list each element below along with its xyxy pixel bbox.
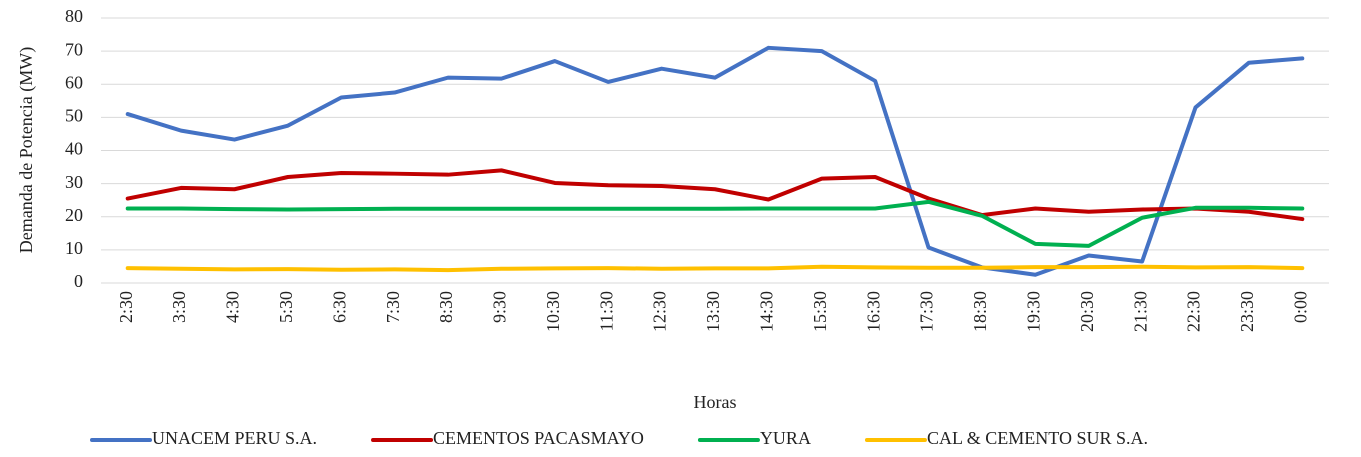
- x-tick-label: 15:30: [810, 291, 830, 332]
- legend-label: UNACEM PERU S.A.: [152, 428, 317, 448]
- series-line: [125, 264, 1305, 273]
- x-tick-label: 3:30: [169, 291, 189, 323]
- y-tick-label: 20: [65, 205, 83, 225]
- x-tick-label: 22:30: [1184, 291, 1204, 332]
- x-tick-label: 16:30: [863, 291, 883, 332]
- x-tick-label: 11:30: [596, 291, 616, 331]
- x-tick-label: 2:30: [116, 291, 136, 323]
- legend-label: YURA: [760, 428, 811, 448]
- y-tick-label: 0: [74, 271, 83, 291]
- x-tick-label: 0:00: [1290, 291, 1310, 323]
- x-tick-label: 17:30: [917, 291, 937, 332]
- y-tick-label: 70: [65, 39, 83, 59]
- y-tick-label: 10: [65, 238, 83, 258]
- y-tick-label: 80: [65, 6, 83, 26]
- x-tick-label: 7:30: [383, 291, 403, 323]
- y-axis-label: Demanda de Potencia (MW): [16, 47, 37, 253]
- x-tick-label: 21:30: [1130, 291, 1150, 332]
- x-tick-label: 23:30: [1237, 291, 1257, 332]
- x-tick-label: 4:30: [223, 291, 243, 323]
- series-line: [125, 45, 1305, 277]
- x-tick-label: 5:30: [276, 291, 296, 323]
- x-tick-label: 12:30: [650, 291, 670, 332]
- y-tick-label: 40: [65, 139, 83, 159]
- x-tick-label: 13:30: [703, 291, 723, 332]
- y-tick-label: 50: [65, 106, 83, 126]
- x-axis-label: Horas: [694, 392, 737, 412]
- series-line: [125, 168, 1305, 222]
- x-tick-label: 10:30: [543, 291, 563, 332]
- y-tick-label: 30: [65, 172, 83, 192]
- x-tick-label: 8:30: [436, 291, 456, 323]
- x-tick-label: 18:30: [970, 291, 990, 332]
- x-tick-label: 14:30: [757, 291, 777, 332]
- x-tick-label: 19:30: [1023, 291, 1043, 332]
- series-line: [125, 199, 1305, 248]
- x-tick-label: 20:30: [1077, 291, 1097, 332]
- legend-label: CEMENTOS PACASMAYO: [433, 428, 644, 448]
- x-tick-label: 9:30: [490, 291, 510, 323]
- x-tick-label: 6:30: [329, 291, 349, 323]
- legend-label: CAL & CEMENTO SUR S.A.: [927, 428, 1148, 448]
- y-tick-label: 60: [65, 72, 83, 92]
